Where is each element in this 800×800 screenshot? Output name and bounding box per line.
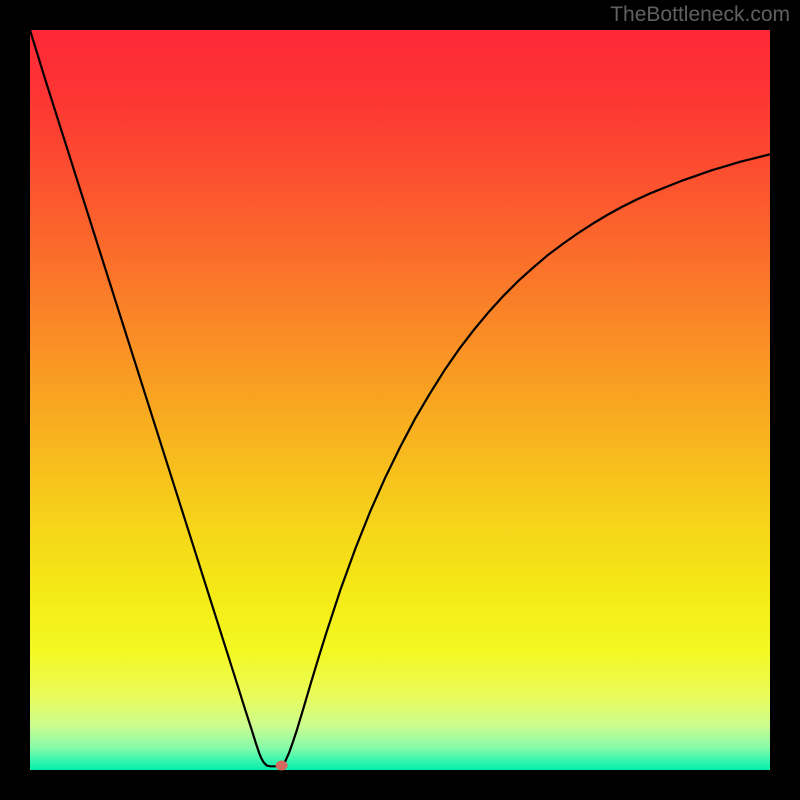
minimum-marker xyxy=(276,761,288,771)
plot-background xyxy=(30,30,770,770)
bottleneck-chart xyxy=(0,0,800,800)
watermark-text: TheBottleneck.com xyxy=(610,3,790,27)
